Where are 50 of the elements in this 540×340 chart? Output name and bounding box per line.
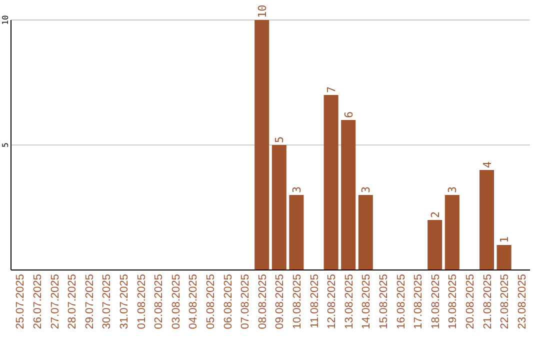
- x-tick-label: 13.08.2025: [343, 274, 356, 330]
- x-tick-label: 08.08.2025: [256, 274, 269, 330]
- x-tick-label: 15.08.2025: [378, 274, 390, 330]
- x-tick-label: 23.08.2025: [516, 274, 528, 330]
- x-tick-label: 31.07.2025: [118, 274, 130, 330]
- x-tick-label: 26.07.2025: [32, 274, 44, 330]
- x-tick-label: 27.07.2025: [49, 274, 62, 330]
- data-label: 1: [498, 236, 512, 243]
- x-tick-label: 22.08.2025: [499, 274, 512, 330]
- x-tick-label: 29.07.2025: [84, 274, 96, 330]
- bar: [272, 145, 286, 270]
- x-tick-label: 05.08.2025: [204, 274, 217, 330]
- x-tick-label: 19.08.2025: [447, 274, 460, 330]
- data-label: 2: [428, 211, 442, 218]
- data-label: 3: [290, 186, 304, 193]
- bar: [444, 195, 460, 270]
- x-tick-label: 21.08.2025: [482, 274, 494, 330]
- x-tick-label: 03.08.2025: [170, 274, 182, 330]
- x-tick-label: 20.08.2025: [464, 274, 476, 330]
- data-label: 5: [273, 136, 286, 143]
- x-tick-label: 02.08.2025: [153, 274, 166, 330]
- x-tick-label: 01.08.2025: [136, 274, 148, 330]
- bar: [289, 195, 304, 270]
- bar: [341, 120, 356, 270]
- data-label: 3: [360, 186, 373, 193]
- data-label: 3: [446, 186, 460, 193]
- x-tick-label: 14.08.2025: [360, 274, 373, 330]
- x-tick-label: 11.08.2025: [308, 274, 321, 328]
- x-tick-label: 09.08.2025: [274, 274, 286, 330]
- x-tick-label: 10.08.2025: [291, 274, 304, 330]
- x-tick-label: 04.08.2025: [188, 274, 200, 330]
- x-tick-label: 07.08.2025: [240, 274, 252, 330]
- bar: [479, 170, 494, 270]
- bar: [428, 220, 442, 270]
- data-label: 10: [256, 4, 269, 18]
- bar: [358, 195, 373, 270]
- x-tick-label: 17.08.2025: [412, 274, 425, 330]
- bar: [324, 95, 338, 270]
- data-label: 4: [480, 161, 494, 168]
- x-tick-label: 16.08.2025: [395, 274, 408, 330]
- x-tick-label: 28.07.2025: [66, 274, 79, 330]
- bar: [496, 245, 512, 270]
- data-label: 7: [325, 86, 338, 93]
- bar: [254, 20, 270, 270]
- x-tick-label: 12.08.2025: [326, 274, 338, 330]
- x-tick-label: 18.08.2025: [430, 274, 442, 330]
- x-tick-label: 30.07.2025: [101, 274, 114, 330]
- x-tick-label: 06.08.2025: [222, 274, 234, 330]
- data-label: 6: [342, 111, 356, 118]
- x-tick-label: 25.07.2025: [14, 274, 27, 330]
